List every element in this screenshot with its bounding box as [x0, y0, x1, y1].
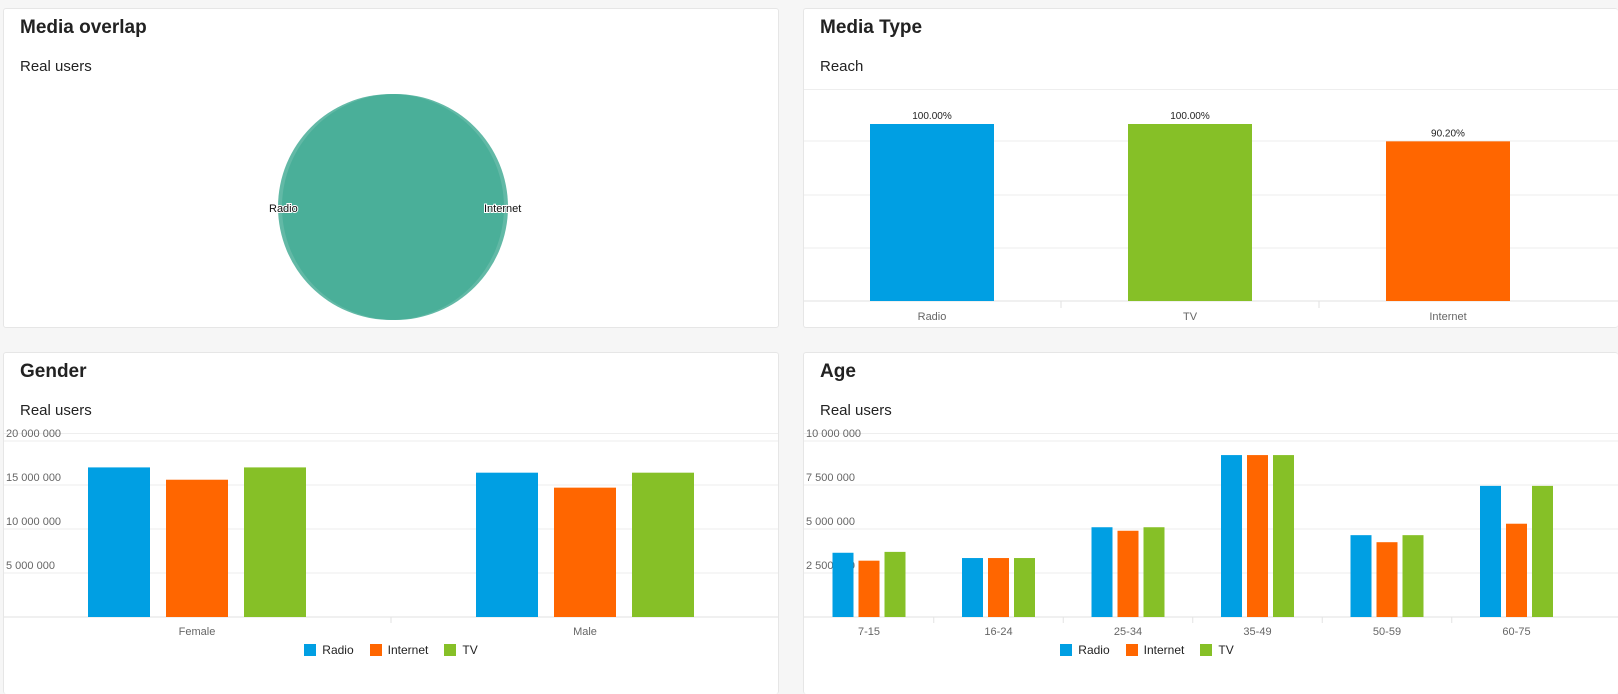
bar — [1247, 455, 1268, 617]
legend-label: Radio — [1078, 643, 1110, 657]
bar — [1376, 542, 1398, 617]
card-divider — [804, 433, 1618, 434]
legend-item-radio[interactable]: Radio — [1060, 643, 1110, 657]
chart-legend: Radio Internet TV — [804, 643, 1618, 657]
bar — [962, 558, 983, 617]
media-type-chart: 100.00% Radio 100.00% TV 90.20% Internet — [804, 111, 1618, 323]
legend-label: TV — [1218, 643, 1234, 657]
bar — [1143, 527, 1165, 617]
x-tick-label: TV — [1183, 311, 1198, 323]
bar — [554, 487, 616, 617]
bar — [1402, 535, 1424, 617]
x-tick-label: 25-34 — [1114, 626, 1142, 638]
data-label: 90.20% — [1431, 128, 1465, 139]
bar — [988, 558, 1009, 617]
y-tick-label: 5 000 000 — [806, 516, 855, 528]
x-tick-label: Female — [179, 626, 216, 638]
legend-item-radio[interactable]: Radio — [304, 643, 354, 657]
card-title: Age — [820, 361, 856, 382]
card-subtitle: Real users — [20, 402, 92, 419]
gender-card: Gender Real users 5 000 000 10 000 000 15 … — [3, 352, 779, 694]
card-divider — [804, 89, 1618, 90]
x-tick-label: 50-59 — [1373, 626, 1401, 638]
bar — [1386, 141, 1510, 301]
legend-label: Internet — [387, 643, 429, 657]
bar — [1350, 535, 1372, 617]
venn-circle — [282, 94, 508, 320]
legend-label: Internet — [1143, 643, 1185, 657]
card-subtitle: Real users — [20, 58, 92, 75]
legend-item-internet[interactable]: Internet — [369, 643, 429, 657]
y-tick-label: 10 000 000 — [6, 516, 61, 528]
chart-legend: Radio Internet TV — [4, 643, 778, 657]
card-title: Media overlap — [20, 17, 147, 38]
y-tick-label: 10 000 000 — [806, 428, 861, 440]
legend-item-tv[interactable]: TV — [1200, 643, 1234, 657]
x-tick-label: Male — [573, 626, 597, 638]
bar — [88, 467, 150, 617]
card-divider — [4, 433, 778, 434]
legend-item-internet[interactable]: Internet — [1125, 643, 1185, 657]
venn-label: Radio — [269, 203, 298, 215]
bar — [1221, 455, 1242, 617]
bar — [832, 552, 854, 617]
data-label: 100.00% — [1170, 111, 1210, 122]
bar — [858, 560, 880, 617]
media-overlap-card: Media overlap Real users Radio Internet — [3, 8, 779, 328]
y-tick-label: 5 000 000 — [6, 560, 55, 572]
x-tick-label: 60-75 — [1502, 626, 1530, 638]
legend-swatch — [1060, 644, 1073, 656]
bar — [870, 124, 994, 301]
y-tick-label: 20 000 000 — [6, 428, 61, 440]
x-tick-label: Radio — [918, 311, 947, 323]
card-subtitle: Real users — [820, 402, 892, 419]
bar — [884, 551, 906, 617]
legend-swatch — [304, 644, 317, 656]
bar — [1117, 530, 1139, 617]
bar — [1273, 455, 1294, 617]
legend-swatch — [444, 644, 457, 656]
x-tick-label: 16-24 — [984, 626, 1012, 638]
bar — [1532, 485, 1553, 617]
bar — [1506, 523, 1527, 617]
legend-swatch — [369, 644, 382, 656]
x-tick-label: Internet — [1429, 311, 1466, 323]
bar — [166, 479, 228, 617]
age-card: Age Real users 2 500 000 5 000 000 7 500 0… — [803, 352, 1618, 694]
legend-label: Radio — [322, 643, 354, 657]
bar — [244, 467, 306, 617]
gender-chart: 5 000 000 10 000 000 15 000 000 20 000 000 F… — [4, 428, 778, 638]
legend-swatch — [1200, 644, 1213, 656]
legend-swatch — [1125, 644, 1138, 656]
bar — [1128, 124, 1252, 301]
legend-item-tv[interactable]: TV — [444, 643, 478, 657]
media-type-card: Media Type Reach 100.00% Radio 100.00% TV 90… — [803, 8, 1618, 328]
bar — [476, 472, 538, 617]
bar — [1480, 485, 1501, 617]
y-tick-label: 15 000 000 — [6, 472, 61, 484]
data-label: 100.00% — [912, 111, 952, 122]
card-title: Media Type — [820, 17, 923, 38]
bar — [1091, 527, 1113, 617]
x-tick-label: 35-49 — [1243, 626, 1271, 638]
y-tick-label: 7 500 000 — [806, 472, 855, 484]
x-tick-label: 7-15 — [858, 626, 880, 638]
card-title: Gender — [20, 361, 87, 382]
bar — [1014, 558, 1035, 617]
card-subtitle: Reach — [820, 58, 864, 75]
legend-label: TV — [462, 643, 478, 657]
venn-diagram: Radio Internet — [268, 94, 522, 320]
venn-label: Internet — [484, 203, 521, 215]
bar — [632, 472, 694, 617]
